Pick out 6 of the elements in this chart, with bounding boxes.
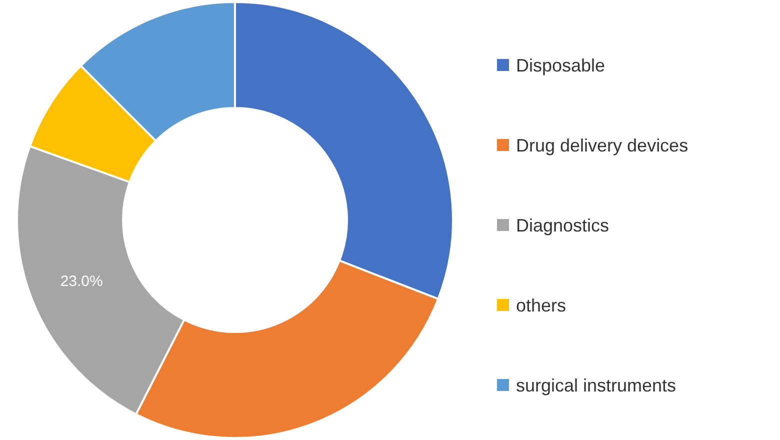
legend-label: others — [516, 295, 566, 316]
data-label: 23.0% — [60, 272, 103, 290]
legend-label: Drug delivery devices — [516, 135, 688, 156]
legend-label: Disposable — [516, 55, 606, 76]
legend-label: Diagnostics — [516, 215, 610, 236]
legend-label: surgical instruments — [516, 375, 676, 396]
